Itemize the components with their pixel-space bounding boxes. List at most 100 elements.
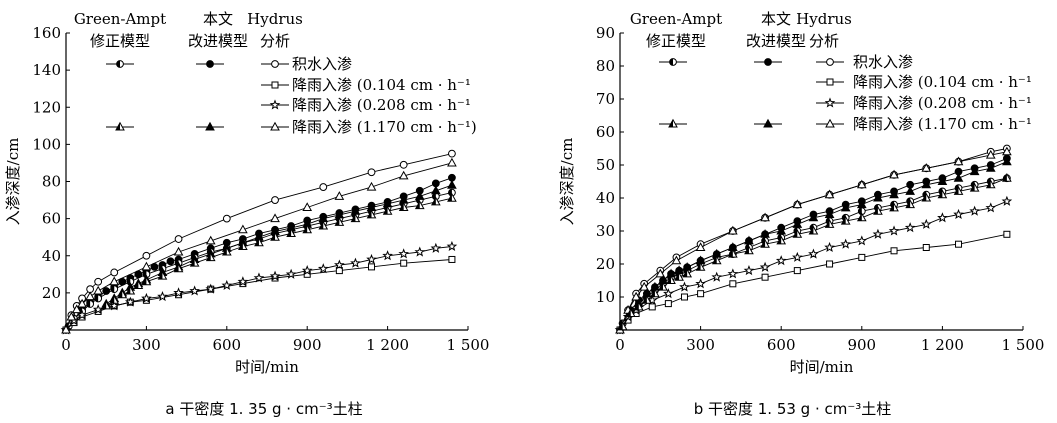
data-point bbox=[447, 179, 457, 189]
data-point bbox=[666, 275, 676, 284]
data-point bbox=[108, 300, 120, 311]
data-point bbox=[727, 268, 739, 279]
data-point bbox=[382, 205, 393, 215]
data-point bbox=[840, 202, 851, 212]
legend-header: Green-Ampt bbox=[630, 10, 722, 28]
legend-header: Green-Ampt bbox=[74, 10, 166, 28]
data-point bbox=[302, 224, 313, 234]
data-point bbox=[889, 189, 899, 199]
data-point bbox=[679, 281, 690, 292]
data-point bbox=[448, 255, 456, 263]
data-point bbox=[985, 149, 996, 159]
data-point bbox=[655, 268, 666, 278]
data-point bbox=[189, 257, 200, 267]
data-point bbox=[109, 295, 120, 304]
series-line bbox=[65, 162, 453, 331]
data-point bbox=[271, 196, 279, 204]
data-point bbox=[858, 253, 866, 261]
series-2 bbox=[618, 174, 1011, 328]
data-point bbox=[695, 278, 706, 289]
data-point bbox=[969, 182, 980, 192]
data-point bbox=[302, 202, 313, 211]
legend-header: 分析 bbox=[260, 32, 290, 50]
data-point bbox=[1002, 146, 1012, 156]
data-point bbox=[334, 259, 345, 270]
legend-label: 积水入渗 bbox=[853, 53, 913, 71]
data-point bbox=[808, 248, 819, 259]
x-tick-label: 1 500 bbox=[1002, 336, 1045, 354]
data-point bbox=[921, 179, 932, 189]
data-point bbox=[921, 163, 932, 172]
data-point bbox=[173, 246, 184, 256]
y-tick-label: 40 bbox=[596, 189, 615, 207]
data-point bbox=[674, 271, 684, 281]
data-point bbox=[937, 176, 948, 185]
x-tick-label: 1 200 bbox=[921, 336, 964, 354]
data-point bbox=[937, 189, 948, 199]
data-point bbox=[985, 202, 997, 213]
data-point bbox=[792, 219, 803, 228]
data-point bbox=[414, 246, 426, 257]
data-point bbox=[727, 248, 738, 258]
data-point bbox=[682, 268, 693, 278]
data-point bbox=[430, 196, 441, 206]
data-point bbox=[729, 280, 737, 288]
y-tick-label: 90 bbox=[596, 24, 615, 42]
data-point bbox=[631, 291, 641, 301]
data-point bbox=[173, 287, 184, 298]
data-point bbox=[447, 157, 457, 167]
y-axis-label: 入渗深度/cm bbox=[558, 138, 576, 226]
data-point bbox=[301, 265, 313, 276]
y-tick-label: 120 bbox=[32, 98, 61, 116]
x-tick-label: 0 bbox=[615, 336, 625, 354]
data-point bbox=[921, 192, 932, 202]
data-point bbox=[221, 279, 233, 290]
data-point bbox=[888, 225, 900, 236]
data-point bbox=[142, 251, 151, 260]
legend-marker bbox=[206, 60, 214, 68]
data-point bbox=[792, 229, 803, 238]
legend-label: 降雨入渗 (0.104 cm · h⁻¹ bbox=[853, 73, 1032, 91]
data-point bbox=[760, 229, 770, 238]
y-tick-label: 20 bbox=[596, 255, 615, 273]
data-point bbox=[760, 212, 770, 222]
legend-label: 积水入渗 bbox=[292, 55, 352, 73]
data-point bbox=[663, 288, 674, 299]
data-point bbox=[270, 231, 280, 241]
legend-marker bbox=[763, 118, 773, 128]
data-point bbox=[824, 219, 835, 228]
data-point bbox=[174, 235, 183, 243]
data-point bbox=[94, 277, 103, 286]
data-point bbox=[969, 205, 980, 216]
data-point bbox=[955, 240, 963, 248]
data-point bbox=[110, 285, 119, 294]
data-point bbox=[793, 267, 801, 275]
legend-header: 修正模型 bbox=[646, 32, 706, 50]
legend-label: 降雨入渗 (1.170 cm · h⁻¹ bbox=[853, 115, 1032, 133]
y-tick-label: 50 bbox=[596, 156, 615, 174]
data-point bbox=[808, 225, 819, 235]
data-point bbox=[157, 291, 168, 302]
legend-marker bbox=[764, 58, 772, 66]
data-point bbox=[157, 270, 168, 280]
legend-header: 本文 bbox=[203, 10, 233, 28]
x-tick-label: 0 bbox=[61, 336, 71, 354]
data-point bbox=[776, 225, 787, 235]
data-point bbox=[237, 276, 249, 287]
data-point bbox=[824, 189, 835, 199]
legend-marker bbox=[668, 118, 678, 128]
data-point bbox=[77, 298, 87, 308]
y-tick-label: 30 bbox=[596, 222, 615, 240]
data-point bbox=[318, 220, 329, 230]
data-point bbox=[125, 296, 136, 307]
data-point bbox=[335, 267, 343, 275]
data-point bbox=[826, 260, 834, 268]
legend-header: 本文 bbox=[761, 10, 791, 28]
data-point bbox=[448, 149, 456, 158]
data-point bbox=[142, 270, 151, 279]
data-point bbox=[269, 270, 281, 281]
data-point bbox=[253, 272, 265, 283]
data-point bbox=[141, 292, 152, 303]
data-point bbox=[430, 185, 441, 195]
x-tick-label: 1 200 bbox=[366, 336, 409, 354]
